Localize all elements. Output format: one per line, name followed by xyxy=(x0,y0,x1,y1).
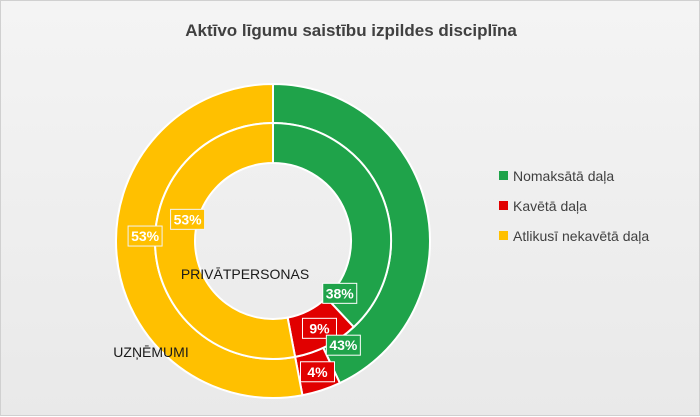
legend: Nomaksātā daļa Kavētā daļa Atlikusī neka… xyxy=(499,164,649,254)
slice-priva-tpersonas-atlikusi-nekave-ta-dal-a xyxy=(154,121,297,360)
data-label-priva-tpersonas-atlikusi-nekave-ta-dal-a: 53% xyxy=(174,211,203,227)
legend-swatch-remaining xyxy=(499,231,508,240)
data-label-uzn-e-mumi-atlikusi-nekave-ta-dal-a: 53% xyxy=(131,228,160,244)
data-label-bg-priva-tpersonas-2 xyxy=(170,208,206,230)
data-label-bg-uzn-e-mumi-0 xyxy=(325,334,361,356)
chart-title: Aktīvo līgumu saistību izpildes disciplī… xyxy=(185,21,517,40)
legend-label-remaining: Atlikusī nekavētā daļa xyxy=(513,227,650,244)
data-label-priva-tpersonas-nomaksa-ta-dal-a: 38% xyxy=(326,285,355,301)
ring-label-priva-tpersonas: PRIVĀTPERSONAS xyxy=(181,266,309,282)
data-label-uzn-e-mumi-nomaksa-ta-dal-a: 43% xyxy=(329,337,358,353)
legend-item-remaining: Atlikusī nekavētā daļa xyxy=(499,224,649,247)
slice-priva-tpersonas-nomaksa-ta-dal-a xyxy=(272,121,392,329)
legend-label-overdue: Kavētā daļa xyxy=(513,197,587,214)
legend-label-paid: Nomaksātā daļa xyxy=(513,167,615,184)
ring-label-uzn-e-mumi: UZŅĒMUMI xyxy=(113,344,188,360)
legend-swatch-paid xyxy=(499,171,508,180)
data-label-priva-tpersonas-kave-ta-dal-a: 9% xyxy=(309,320,330,336)
data-label-bg-priva-tpersonas-1 xyxy=(301,317,337,339)
legend-item-paid: Nomaksātā daļa xyxy=(499,164,649,187)
data-label-uzn-e-mumi-kave-ta-dal-a: 4% xyxy=(307,364,328,380)
data-label-bg-priva-tpersonas-0 xyxy=(322,282,358,304)
legend-item-overdue: Kavētā daļa xyxy=(499,194,649,217)
data-label-bg-uzn-e-mumi-1 xyxy=(299,361,335,383)
legend-swatch-overdue xyxy=(499,201,508,210)
data-label-bg-uzn-e-mumi-2 xyxy=(127,225,163,247)
